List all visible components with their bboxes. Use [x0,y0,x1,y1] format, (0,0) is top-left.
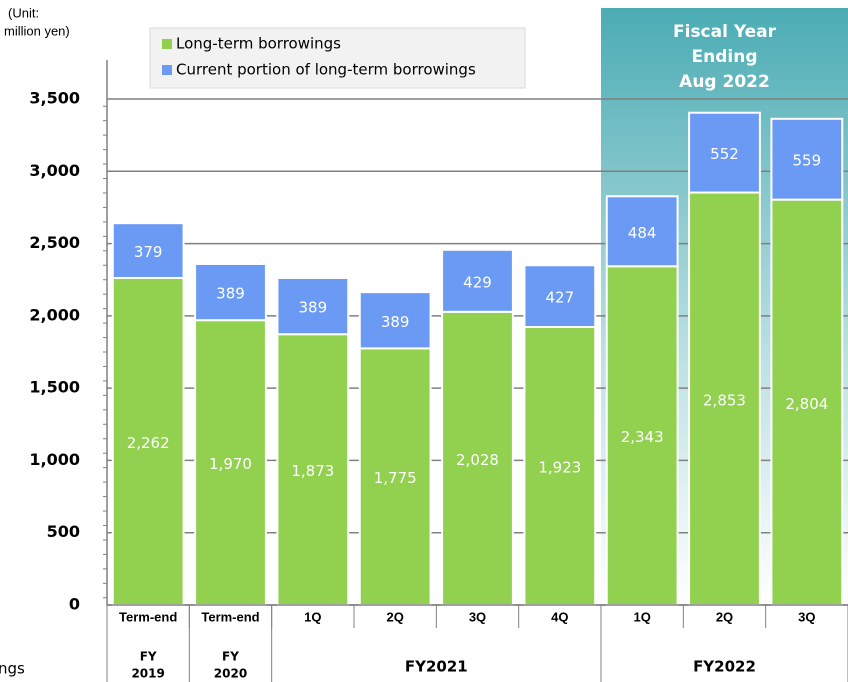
bar-segment [688,191,761,606]
value-label: 1,775 [374,469,417,487]
value-label: 427 [546,289,575,307]
x-tick-label: 1Q [304,609,321,624]
y-tick-label: 2,000 [29,305,80,324]
x-tick-label: 2Q [386,609,403,624]
legend-swatch [162,65,172,75]
bar-segment [605,195,679,268]
bar-segment [441,310,514,606]
bar-segment [523,264,597,328]
value-label: 552 [710,145,739,163]
bar-segment [194,319,267,606]
highlight-label: Fiscal Year [673,22,777,42]
bar-segment [194,262,267,322]
value-label: 389 [381,313,410,331]
y-tick-label: 500 [47,522,80,541]
value-label: 2,804 [785,395,828,413]
value-label: 2,343 [621,428,664,446]
group-label: 2020 [214,667,247,681]
x-tick-label: 4Q [551,609,568,624]
bar-segment [276,276,350,336]
value-label: 379 [134,243,163,261]
highlight-label: Aug 2022 [679,72,770,92]
note: ngs [0,660,25,678]
value-label: 1,923 [538,458,581,476]
y-tick-label: 1,500 [29,378,80,397]
value-label: 1,873 [291,462,334,480]
bar-segment [770,198,844,607]
group-label: FY2021 [405,658,468,676]
unit-label: (Unit: [8,5,39,20]
value-label: 389 [216,285,245,303]
x-tick-label: 1Q [633,609,650,624]
y-tick-label: 2,500 [29,233,80,252]
group-label: FY [222,650,239,664]
y-tick-label: 0 [69,595,80,614]
bar-segment [770,117,844,201]
y-tick-label: 3,000 [29,161,80,180]
x-tick-label: Term-end [119,609,177,624]
bar-segment [111,222,185,279]
bar-segment [358,291,432,350]
group-label: FY2022 [693,658,756,676]
value-label: 1,970 [209,455,252,473]
y-tick-label: 1,000 [29,450,80,469]
legend-label: Long-term borrowings [176,35,341,53]
bar-segment [441,248,514,313]
highlight-label: Ending [692,47,758,67]
legend-label: Current portion of long-term borrowings [176,61,476,79]
x-tick-label: 3Q [798,609,815,624]
unit-label: million yen) [4,23,70,38]
value-label: 429 [463,273,492,291]
bar-segment [605,265,679,606]
value-label: 2,028 [456,451,499,469]
bar-segment [276,333,350,606]
value-label: 484 [628,224,657,242]
legend-swatch [162,39,172,49]
value-label: 389 [299,299,328,317]
x-tick-label: 2Q [716,609,733,624]
bar-segment [358,347,432,606]
group-label: 2019 [131,667,164,681]
legend-box [149,27,526,89]
group-label: FY [140,650,157,664]
value-label: 2,262 [127,434,170,452]
y-tick-label: 3,500 [29,89,80,108]
value-label: 559 [793,152,822,170]
x-tick-label: Term-end [201,609,259,624]
x-tick-label: 3Q [469,609,486,624]
value-label: 2,853 [703,391,746,409]
bar-segment [688,111,761,194]
bar-segment [111,276,185,606]
